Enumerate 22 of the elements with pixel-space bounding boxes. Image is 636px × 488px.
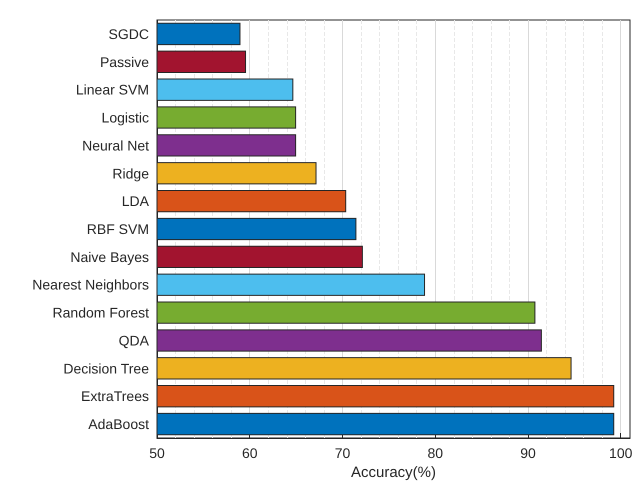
y-tick-label: Ridge [112,165,150,182]
y-tick-label: LDA [122,193,150,210]
y-tick-label: AdaBoost [88,416,150,432]
x-tick-label: 70 [334,445,350,461]
y-tick-label: Neural Net [82,137,150,154]
y-tick-label: Linear SVM [76,82,149,98]
y-tick-label: Passive [100,54,150,70]
y-tick-label: Naive Bayes [70,248,149,265]
x-tick-label: 50 [149,445,165,461]
x-tick-label: 100 [609,445,633,461]
y-tick-label: QDA [118,332,150,348]
y-tick-label: Nearest Neighbors [32,276,149,293]
y-tick-label: ExtraTrees [81,388,149,404]
x-tick-label: 80 [427,445,444,461]
y-tick-label: Logistic [102,110,149,126]
y-tick-label: RBF SVM [86,221,149,237]
y-tick-label: Decision Tree [63,360,150,376]
x-tick-label: 60 [242,445,258,461]
y-tick-label: SGDC [108,26,149,42]
x-axis-title: Accuracy(%) [350,464,436,481]
x-tick-label: 90 [520,445,536,461]
y-tick-label: Random Forest [52,304,150,321]
